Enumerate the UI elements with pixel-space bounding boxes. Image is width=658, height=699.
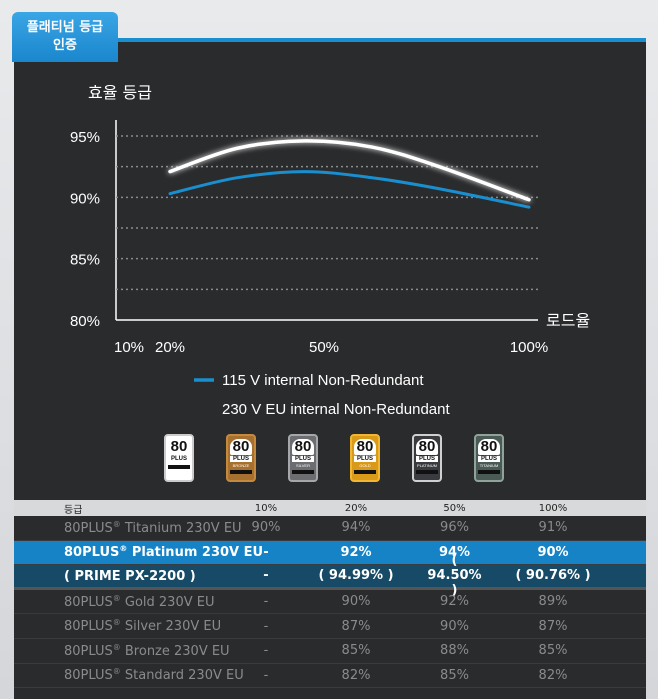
legend-label: 230 V EU internal Non-Redundant: [222, 401, 450, 418]
efficiency-cell-v100: 82%: [538, 667, 568, 683]
efficiency-cell-v10: -: [263, 643, 269, 659]
efficiency-cell-v10: -: [263, 667, 269, 683]
efficiency-cell-v20: 85%: [341, 643, 371, 659]
chart-title: 효율 등급: [88, 83, 152, 102]
header-100: 100%: [538, 502, 568, 514]
tag-line-2: 인증: [53, 38, 77, 53]
table-body: 80PLUS® Titanium 230V EU 90% 94% 96% 91% 80PL…: [14, 516, 646, 689]
efficiency-cell-v10: -: [263, 618, 269, 634]
efficiency-cell-v100: 90%: [537, 544, 569, 560]
efficiency-cell-v50: 88%: [440, 643, 469, 659]
platinum-certification-tag: 플래티넘 등급 인증: [12, 12, 118, 62]
efficiency-cell-v50: 85%: [440, 667, 469, 683]
y-tick-label: 80%: [70, 313, 100, 330]
efficiency-cell-v20: 87%: [341, 618, 371, 634]
efficiency-cell-v50: 94%: [438, 544, 471, 560]
efficiency-cell-v20: 82%: [341, 667, 371, 683]
x-tick-label: 50%: [309, 339, 339, 356]
80-plus-gold-badge: 80 PLUS GOLD: [350, 434, 380, 482]
80-plus-platinum-badge: 80 PLUS PLATINUM: [412, 434, 442, 482]
efficiency-panel: 효율 등급 로드율 95% 90% 85% 80% 10% 20% 50% 100% 115…: [14, 38, 646, 699]
efficiency-cell-v20: 90%: [341, 594, 371, 610]
x-tick-label: 100%: [510, 339, 548, 356]
grade-name: 80PLUS® Gold 230V EU: [64, 593, 215, 610]
table-row: 80PLUS® Silver 230V EU - 87% 90% 87%: [14, 614, 646, 639]
table-row: 80PLUS® Standard 230V EU - 82% 85% 82%: [14, 664, 646, 689]
chart-legend: 115 V internal Non-Redundant 230 V EU int…: [194, 372, 450, 418]
efficiency-chart: 효율 등급 로드율 95% 90% 85% 80% 10% 20% 50% 100% 115…: [70, 83, 590, 418]
efficiency-cell-v10: -: [263, 568, 269, 584]
efficiency-cell-v50: 90%: [440, 618, 469, 634]
efficiency-cell-v50: 96%: [440, 520, 469, 536]
x-tick-label: 20%: [155, 339, 185, 356]
efficiency-cell-v100: 87%: [538, 618, 568, 634]
series-lines: [168, 139, 531, 209]
efficiency-table: 등급 10% 20% 50% 100% 80PLUS® Titanium 230…: [14, 500, 646, 689]
efficiency-cell-v50: 92%: [440, 594, 469, 610]
table-header: 등급 10% 20% 50% 100%: [14, 500, 646, 516]
header-50: 50%: [443, 502, 466, 514]
x-tick-label: 10%: [114, 339, 144, 356]
efficiency-cell-v100: 85%: [538, 643, 568, 659]
grade-name: 80PLUS® Standard 230V EU: [64, 667, 244, 684]
y-tick-label: 95%: [70, 129, 100, 146]
efficiency-cell-v50: ( 94.50% ): [427, 553, 482, 599]
grade-name: ( PRIME PX-2200 ): [64, 568, 196, 584]
legend-label: 115 V internal Non-Redundant: [222, 372, 424, 389]
series-line-1: [168, 170, 531, 209]
efficiency-cell-v10: -: [263, 544, 269, 560]
table-row: ( PRIME PX-2200 ) - ( 94.99% ) ( 94.50% ) ( …: [14, 553, 646, 598]
grade-name: 80PLUS® Platinum 230V EU: [64, 544, 264, 561]
grade-name: 80PLUS® Titanium 230V EU: [64, 519, 242, 536]
80-plus-bronze-badge: 80 PLUS BRONZE: [226, 434, 256, 482]
header-grade: 등급: [64, 504, 83, 516]
80-plus-badge-row: 80 PLUS 80 PLUS BRONZE 80 PLUS SILVER 80 PLUS GOLD…: [164, 434, 504, 486]
efficiency-cell-v100: ( 90.76% ): [515, 568, 591, 584]
series-line-2: [168, 139, 531, 202]
y-tick-labels: 95% 90% 85% 80%: [70, 129, 100, 330]
x-axis-label: 로드율: [546, 311, 590, 330]
efficiency-cell-v10: -: [263, 594, 269, 610]
80-plus-silver-badge: 80 PLUS SILVER: [288, 434, 318, 482]
grid-lines: [116, 135, 538, 291]
efficiency-cell-v20: ( 94.99% ): [318, 568, 394, 584]
header-10: 10%: [254, 502, 278, 514]
grade-name: 80PLUS® Bronze 230V EU: [64, 642, 230, 659]
table-row: 80PLUS® Titanium 230V EU 90% 94% 96% 91%: [14, 516, 646, 541]
efficiency-cell-v10: 90%: [251, 520, 281, 536]
y-tick-label: 85%: [70, 252, 100, 269]
80-plus-titanium-badge: 80 PLUS TITANIUM: [474, 434, 504, 482]
table-row: 80PLUS® Gold 230V EU - 90% 92% 89%: [14, 590, 646, 615]
tag-line-1: 플래티넘 등급: [26, 20, 104, 35]
table-row: 80PLUS® Bronze 230V EU - 85% 88% 85%: [14, 639, 646, 664]
grade-name: 80PLUS® Silver 230V EU: [64, 618, 222, 635]
table-row: 80PLUS® Platinum 230V EU - 92% 94% 90%: [14, 540, 646, 566]
y-tick-label: 90%: [70, 190, 100, 207]
header-20: 20%: [344, 502, 368, 514]
x-tick-labels: 10% 20% 50% 100%: [114, 339, 548, 356]
efficiency-cell-v100: 91%: [538, 520, 568, 536]
efficiency-cell-v100: 89%: [538, 594, 568, 610]
efficiency-cell-v20: 92%: [340, 544, 372, 560]
efficiency-cell-v20: 94%: [341, 520, 371, 536]
80-plus-standard-badge: 80 PLUS: [164, 434, 194, 482]
